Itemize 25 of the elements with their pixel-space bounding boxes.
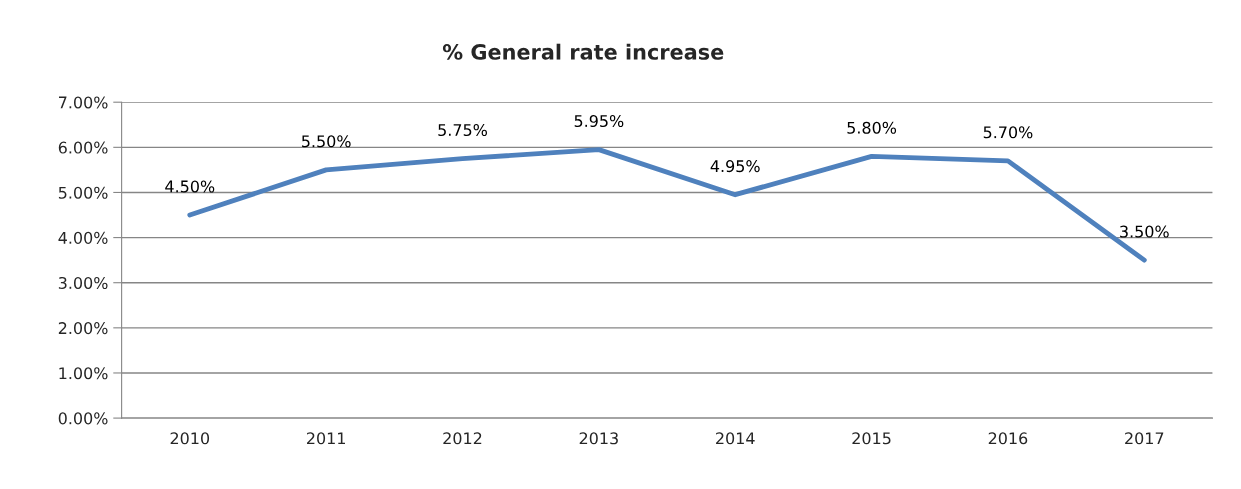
y-tick-label: 5.00% (58, 186, 108, 199)
data-label: 5.75% (438, 123, 487, 137)
y-tick-label: 2.00% (58, 322, 108, 335)
data-label: 5.70% (983, 126, 1033, 139)
data-label: 4.50% (165, 180, 215, 193)
x-tick-label: 2014 (716, 432, 755, 445)
data-label: 5.95% (574, 114, 624, 128)
data-label: 3.50% (1120, 225, 1169, 238)
x-tick-label: 2015 (852, 432, 891, 445)
y-tick-label: 6.00% (58, 141, 108, 154)
x-tick-label: 2013 (579, 432, 618, 445)
x-tick-label: 2012 (443, 432, 482, 445)
y-tick-label: 0.00% (58, 412, 108, 425)
x-tick-label: 2016 (988, 432, 1028, 445)
data-label: 4.95% (710, 160, 760, 173)
data-label: 5.80% (847, 121, 897, 134)
x-tick-label: 2010 (170, 432, 210, 445)
y-tick-label: 7.00% (58, 96, 108, 109)
y-tick-label: 1.00% (59, 367, 108, 380)
y-tick-label: 4.00% (58, 231, 108, 244)
data-label: 5.50% (302, 135, 351, 148)
x-tick-label: 2017 (1125, 432, 1164, 445)
x-tick-label: 2011 (307, 432, 345, 445)
y-tick-label: 3.00% (58, 276, 108, 290)
chart-title: % General rate increase (442, 43, 724, 60)
